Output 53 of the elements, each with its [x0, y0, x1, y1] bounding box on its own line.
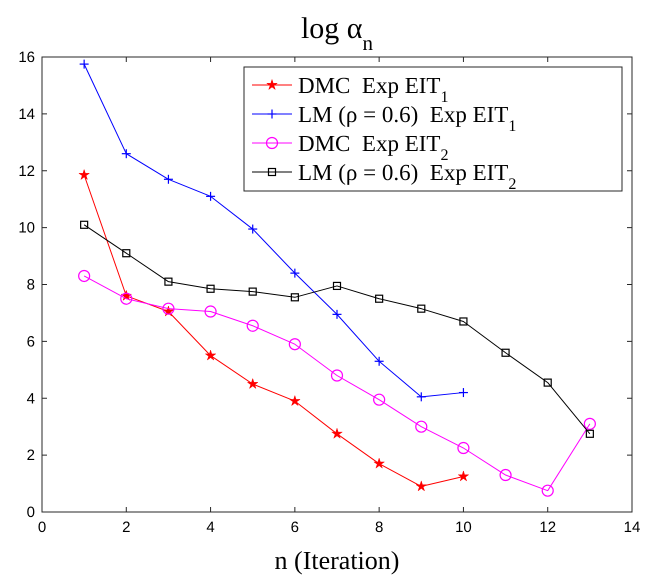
y-tick-label: 2: [26, 447, 35, 464]
x-tick-label: 10: [455, 519, 472, 536]
point: [288, 338, 301, 350]
y-tick-label: 16: [18, 49, 35, 66]
y-tick-label: 12: [18, 162, 35, 180]
x-axis-title: n (Iteration): [274, 546, 400, 575]
point: [78, 270, 90, 282]
y-tick-label: 8: [26, 276, 35, 294]
x-tick-label: 2: [122, 519, 130, 536]
point: [330, 369, 344, 382]
point: [204, 305, 217, 318]
point: [375, 294, 384, 303]
point: [373, 394, 386, 406]
point: [332, 428, 342, 438]
x-tick-label: 8: [374, 519, 384, 536]
point: [544, 378, 552, 387]
point: [120, 292, 132, 305]
point: [247, 378, 258, 389]
point: [290, 293, 299, 302]
y-tick-label: 6: [26, 333, 35, 350]
point: [164, 278, 173, 286]
x-tick-label: 14: [624, 519, 640, 536]
point: [122, 249, 130, 258]
point: [78, 169, 90, 180]
x-tick-label: 12: [539, 519, 556, 536]
point: [417, 304, 426, 313]
point: [80, 220, 88, 229]
y-tick-label: 4: [26, 390, 35, 408]
x-tick-label: 4: [206, 519, 215, 536]
point: [289, 395, 300, 406]
point: [586, 430, 594, 438]
point: [458, 470, 469, 482]
point: [459, 317, 468, 326]
point: [205, 350, 216, 360]
point: [415, 420, 428, 433]
point: [499, 468, 512, 482]
point: [206, 284, 215, 293]
point: [162, 302, 175, 315]
point: [584, 418, 596, 430]
point: [501, 348, 510, 357]
y-tick-label: 10: [18, 220, 35, 237]
point: [248, 288, 257, 296]
point: [332, 282, 342, 290]
y-tick-label: 0: [26, 504, 35, 521]
point: [246, 320, 259, 332]
point: [457, 442, 470, 454]
x-tick-label: 6: [290, 519, 300, 536]
point: [374, 458, 385, 468]
chart-title: log α$_{n}$: [300, 12, 374, 55]
y-tick-label: 14: [18, 106, 35, 123]
point: [542, 484, 554, 497]
x-tick-label: 0: [38, 519, 46, 536]
point: [416, 480, 427, 492]
